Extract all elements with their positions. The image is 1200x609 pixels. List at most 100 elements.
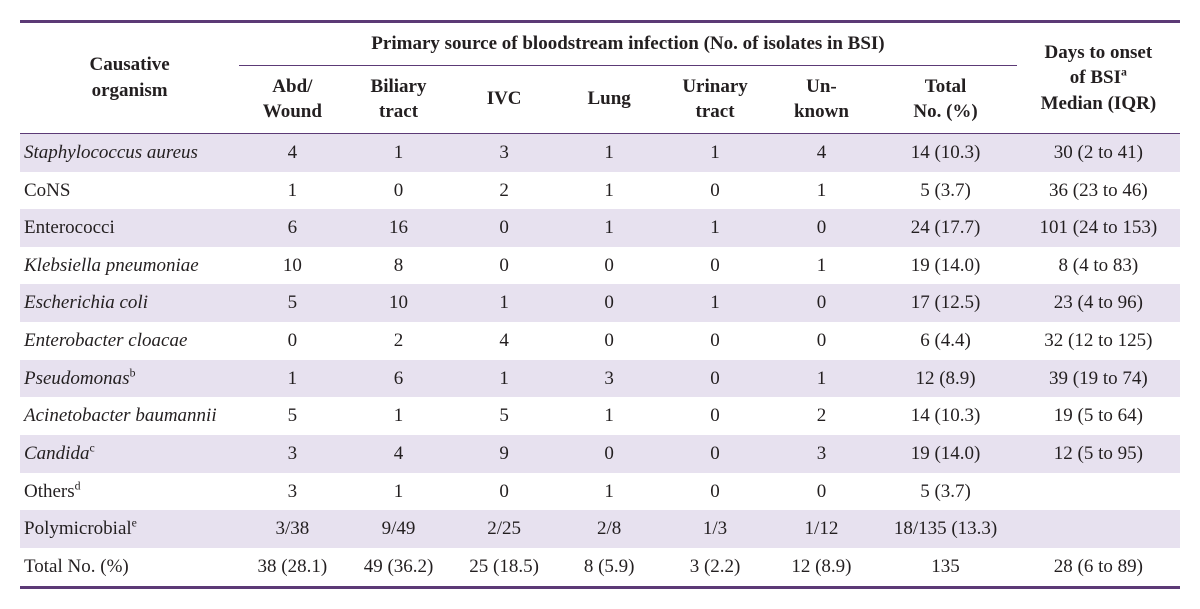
cell-abd: 1 [239, 360, 345, 398]
cell-biliary: 1 [346, 473, 452, 511]
table-row: Polymicrobiale3/389/492/252/81/31/1218/1… [20, 510, 1180, 548]
cell-lung: 1 [557, 473, 662, 511]
cell-days [1017, 510, 1180, 548]
cell-lung: 1 [557, 397, 662, 435]
cell-abd: 4 [239, 133, 345, 171]
cell-days [1017, 473, 1180, 511]
organism-cell: Klebsiella pneumoniae [20, 247, 239, 285]
cell-abd: 6 [239, 209, 345, 247]
cell-days: 32 (12 to 125) [1017, 322, 1180, 360]
cell-biliary: 49 (36.2) [346, 548, 452, 587]
cell-urinary: 1 [662, 284, 769, 322]
cell-biliary: 1 [346, 397, 452, 435]
cell-unknown: 3 [768, 435, 874, 473]
cell-urinary: 0 [662, 322, 769, 360]
organism-cell: Enterobacter cloacae [20, 322, 239, 360]
cell-biliary: 10 [346, 284, 452, 322]
cell-days: 101 (24 to 153) [1017, 209, 1180, 247]
cell-ivc: 25 (18.5) [452, 548, 557, 587]
cell-urinary: 3 (2.2) [662, 548, 769, 587]
organism-cell: Staphylococcus aureus [20, 133, 239, 171]
cell-unknown: 0 [768, 284, 874, 322]
cell-lung: 0 [557, 284, 662, 322]
cell-lung: 1 [557, 133, 662, 171]
cell-abd: 5 [239, 397, 345, 435]
cell-urinary: 0 [662, 473, 769, 511]
organism-cell: Polymicrobiale [20, 510, 239, 548]
cell-ivc: 4 [452, 322, 557, 360]
cell-biliary: 1 [346, 133, 452, 171]
cell-days: 19 (5 to 64) [1017, 397, 1180, 435]
cell-urinary: 0 [662, 435, 769, 473]
cell-total: 6 (4.4) [874, 322, 1016, 360]
cell-ivc: 1 [452, 360, 557, 398]
cell-ivc: 0 [452, 473, 557, 511]
cell-ivc: 9 [452, 435, 557, 473]
cell-abd: 10 [239, 247, 345, 285]
cell-lung: 1 [557, 209, 662, 247]
cell-abd: 5 [239, 284, 345, 322]
cell-days: 8 (4 to 83) [1017, 247, 1180, 285]
cell-total: 19 (14.0) [874, 247, 1016, 285]
cell-ivc: 0 [452, 247, 557, 285]
cell-lung: 0 [557, 322, 662, 360]
cell-urinary: 0 [662, 397, 769, 435]
header-urinary: Urinarytract [662, 65, 769, 133]
cell-abd: 1 [239, 172, 345, 210]
cell-biliary: 16 [346, 209, 452, 247]
cell-total: 12 (8.9) [874, 360, 1016, 398]
cell-total: 14 (10.3) [874, 133, 1016, 171]
cell-biliary: 6 [346, 360, 452, 398]
table-row: CoNS1021015 (3.7)36 (23 to 46) [20, 172, 1180, 210]
cell-total: 5 (3.7) [874, 473, 1016, 511]
cell-ivc: 5 [452, 397, 557, 435]
cell-lung: 1 [557, 172, 662, 210]
cell-urinary: 0 [662, 172, 769, 210]
cell-days: 36 (23 to 46) [1017, 172, 1180, 210]
organism-cell: Enterococci [20, 209, 239, 247]
cell-ivc: 3 [452, 133, 557, 171]
organism-cell: Acinetobacter baumannii [20, 397, 239, 435]
header-lung: Lung [557, 65, 662, 133]
table-row: Enterobacter cloacae0240006 (4.4)32 (12 … [20, 322, 1180, 360]
cell-total: 135 [874, 548, 1016, 587]
cell-unknown: 0 [768, 473, 874, 511]
cell-unknown: 1 [768, 360, 874, 398]
table-row: Total No. (%)38 (28.1)49 (36.2)25 (18.5)… [20, 548, 1180, 587]
cell-unknown: 1 [768, 172, 874, 210]
cell-days: 30 (2 to 41) [1017, 133, 1180, 171]
organism-cell: CoNS [20, 172, 239, 210]
cell-abd: 3/38 [239, 510, 345, 548]
table-row: Othersd3101005 (3.7) [20, 473, 1180, 511]
cell-total: 24 (17.7) [874, 209, 1016, 247]
cell-unknown: 0 [768, 209, 874, 247]
cell-unknown: 2 [768, 397, 874, 435]
organism-cell: Pseudomonasb [20, 360, 239, 398]
organism-cell: Total No. (%) [20, 548, 239, 587]
bsi-table: Causative organism Primary source of blo… [20, 20, 1180, 589]
cell-abd: 3 [239, 473, 345, 511]
header-spanner: Primary source of bloodstream infection … [239, 22, 1016, 66]
table-row: Enterococci616011024 (17.7)101 (24 to 15… [20, 209, 1180, 247]
table-row: Acinetobacter baumannii51510214 (10.3)19… [20, 397, 1180, 435]
organism-cell: Candidac [20, 435, 239, 473]
header-days: Days to onset of BSIa Median (IQR) [1017, 22, 1180, 134]
cell-urinary: 0 [662, 247, 769, 285]
cell-total: 18/135 (13.3) [874, 510, 1016, 548]
cell-abd: 38 (28.1) [239, 548, 345, 587]
header-abd: Abd/Wound [239, 65, 345, 133]
table-row: Staphylococcus aureus41311414 (10.3)30 (… [20, 133, 1180, 171]
header-total: TotalNo. (%) [874, 65, 1016, 133]
cell-unknown: 1 [768, 247, 874, 285]
cell-lung: 0 [557, 247, 662, 285]
cell-biliary: 2 [346, 322, 452, 360]
cell-days: 28 (6 to 89) [1017, 548, 1180, 587]
cell-unknown: 4 [768, 133, 874, 171]
cell-ivc: 2 [452, 172, 557, 210]
cell-abd: 0 [239, 322, 345, 360]
table-row: Candidac34900319 (14.0)12 (5 to 95) [20, 435, 1180, 473]
cell-ivc: 1 [452, 284, 557, 322]
cell-biliary: 8 [346, 247, 452, 285]
cell-urinary: 0 [662, 360, 769, 398]
cell-biliary: 0 [346, 172, 452, 210]
